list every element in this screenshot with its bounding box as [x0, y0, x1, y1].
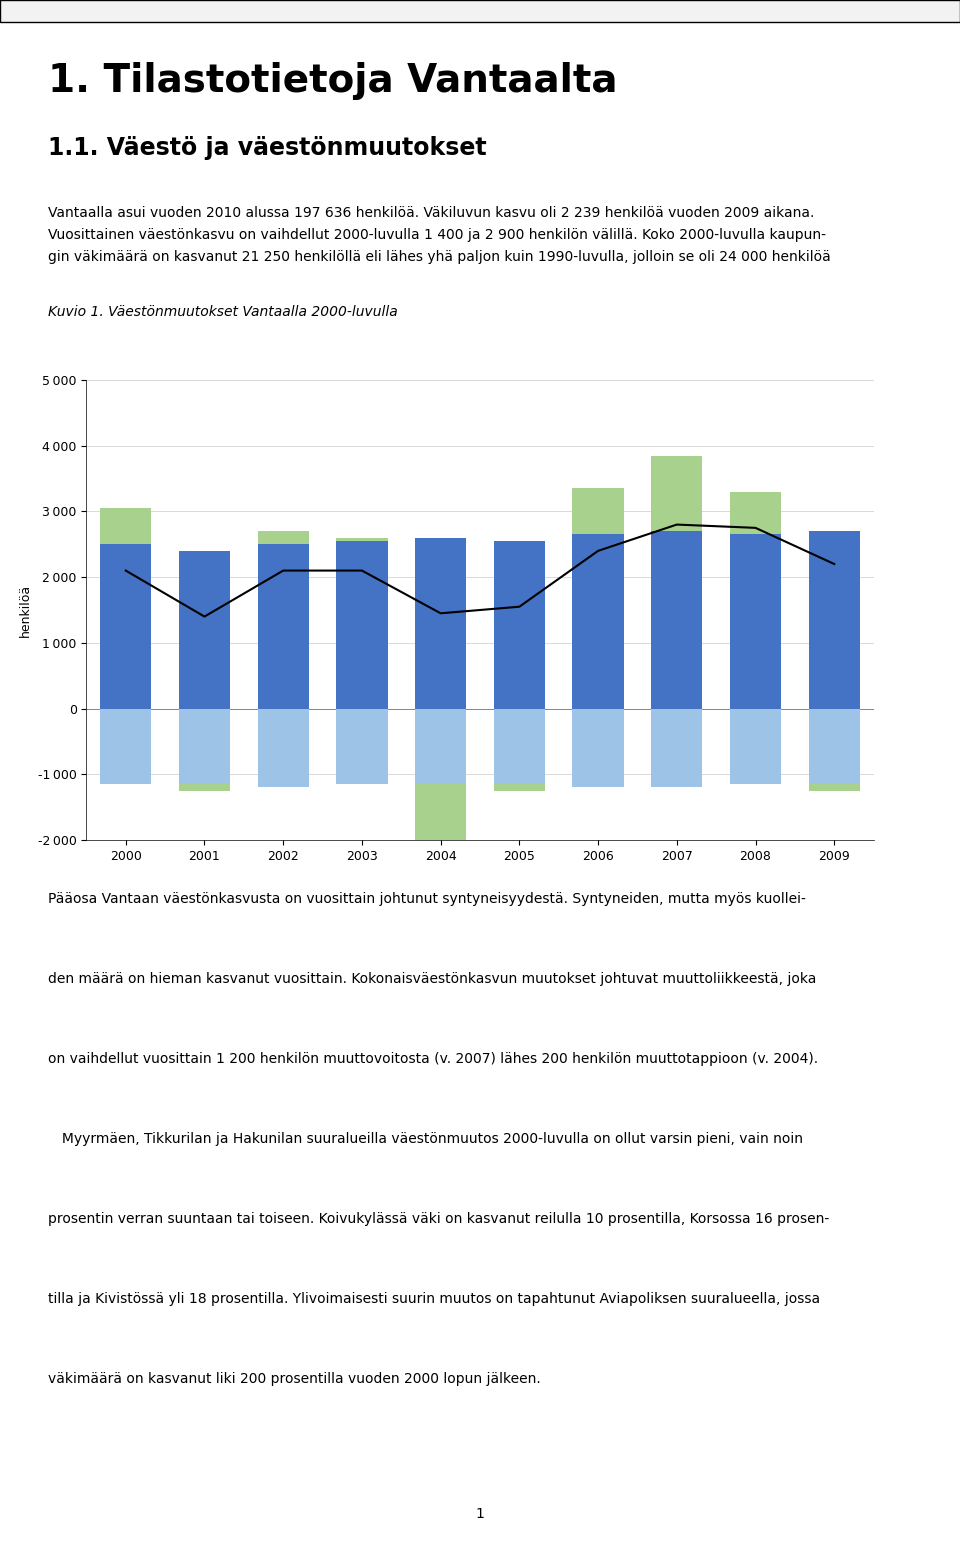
- Bar: [808, 708, 860, 784]
- Bar: [808, 531, 860, 708]
- Bar: [257, 531, 309, 544]
- Bar: [179, 551, 230, 708]
- Bar: [730, 534, 781, 708]
- Bar: [702, 5, 716, 19]
- Bar: [651, 708, 703, 787]
- Text: 1.1. Väestö ja väestönmuutokset: 1.1. Väestö ja väestönmuutokset: [48, 136, 487, 160]
- Text: den määrä on hieman kasvanut vuosittain. Kokonaisväestönkasvun muutokset johtuva: den määrä on hieman kasvanut vuosittain.…: [48, 973, 816, 987]
- Bar: [415, 538, 467, 708]
- Y-axis label: henkilöä: henkilöä: [19, 584, 33, 637]
- Text: tilla ja Kivistössä yli 18 prosentilla. Ylivoimaisesti suurin muutos on tapahtun: tilla ja Kivistössä yli 18 prosentilla. …: [48, 1292, 820, 1306]
- Bar: [768, 5, 782, 19]
- Bar: [730, 708, 781, 784]
- Bar: [179, 784, 230, 790]
- Text: Vantaalla asui vuoden 2010 alussa 197 636 henkilöä. Väkiluvun kasvu oli 2 239 he: Vantaalla asui vuoden 2010 alussa 197 63…: [48, 206, 814, 220]
- Text: gin väkimäärä on kasvanut 21 250 henkilöllä eli lähes yhä paljon kuin 1990-luvul: gin väkimäärä on kasvanut 21 250 henkilö…: [48, 249, 830, 263]
- Text: prosentin verran suuntaan tai toiseen. Koivukylässä väki on kasvanut reilulla 10: prosentin verran suuntaan tai toiseen. K…: [48, 1211, 829, 1225]
- Bar: [493, 708, 545, 784]
- Bar: [651, 531, 703, 708]
- Bar: [680, 5, 694, 19]
- Bar: [746, 5, 760, 19]
- Bar: [724, 5, 738, 19]
- Bar: [572, 534, 624, 708]
- Bar: [415, 708, 467, 784]
- Bar: [808, 784, 860, 790]
- Text: on vaihdellut vuosittain 1 200 henkilön muuttovoitosta (v. 2007) lähes 200 henki: on vaihdellut vuosittain 1 200 henkilön …: [48, 1052, 818, 1066]
- Bar: [100, 544, 152, 708]
- Bar: [572, 488, 624, 534]
- Bar: [257, 544, 309, 708]
- Text: Pääosa Vantaan väestönkasvusta on vuosittain johtunut syntyneisyydestä. Syntynei: Pääosa Vantaan väestönkasvusta on vuosit…: [48, 892, 805, 906]
- Bar: [257, 708, 309, 787]
- Text: 1. Tilastotietoja Vantaalta: 1. Tilastotietoja Vantaalta: [48, 62, 617, 101]
- Bar: [100, 508, 152, 544]
- Bar: [336, 538, 388, 541]
- Text: Myyrmäen, Tikkurilan ja Hakunilan suuralueilla väestönmuutos 2000-luvulla on oll: Myyrmäen, Tikkurilan ja Hakunilan suural…: [48, 1132, 803, 1146]
- Bar: [415, 784, 467, 857]
- Bar: [572, 708, 624, 787]
- Bar: [336, 708, 388, 784]
- Text: Vuosittainen väestönkasvu on vaihdellut 2000-luvulla 1 400 ja 2 900 henkilön väl: Vuosittainen väestönkasvu on vaihdellut …: [48, 228, 826, 242]
- Text: väkimäärä on kasvanut liki 200 prosentilla vuoden 2000 lopun jälkeen.: väkimäärä on kasvanut liki 200 prosentil…: [48, 1372, 540, 1386]
- Bar: [100, 708, 152, 784]
- Text: Vantaalaisia kehityssuuntia 1/2010: Vantaalaisia kehityssuuntia 1/2010: [8, 6, 190, 15]
- Text: Kuvio 1. Väestönmuutokset Vantaalla 2000-luvulla: Kuvio 1. Väestönmuutokset Vantaalla 2000…: [48, 305, 397, 319]
- Bar: [651, 455, 703, 531]
- Text: 1: 1: [475, 1507, 485, 1521]
- Bar: [336, 541, 388, 708]
- Bar: [730, 491, 781, 534]
- Bar: [493, 784, 545, 790]
- Bar: [790, 5, 804, 19]
- Bar: [493, 541, 545, 708]
- Bar: [179, 708, 230, 784]
